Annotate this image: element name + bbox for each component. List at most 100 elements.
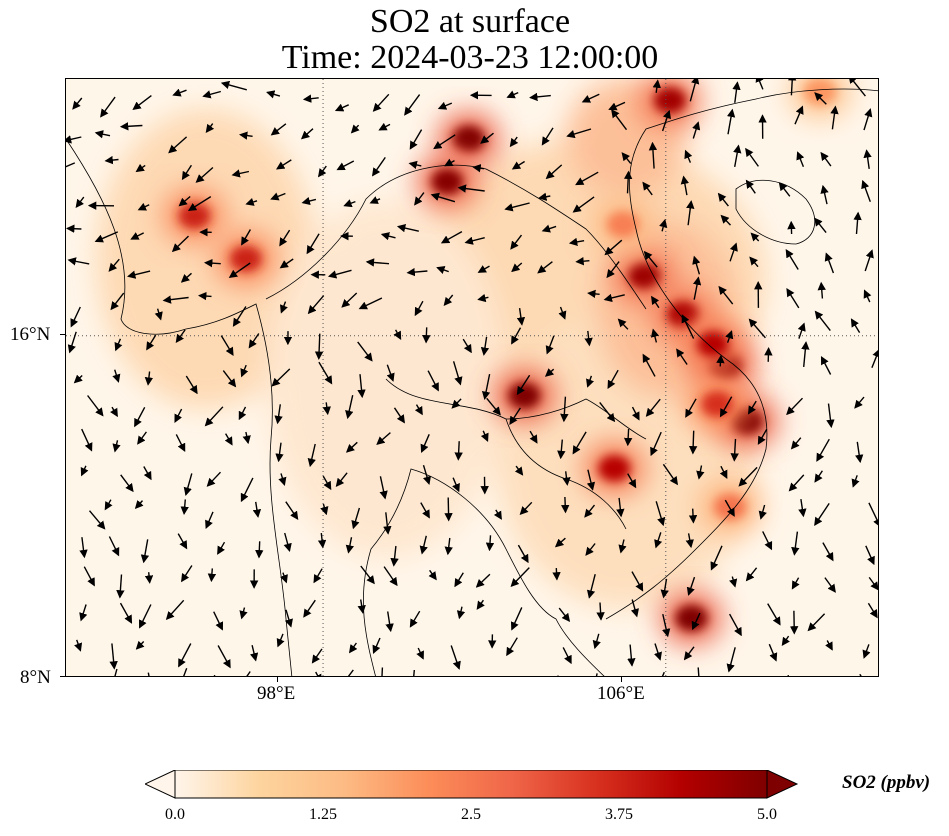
so2-hotspot (701, 391, 734, 418)
wind-arrow (228, 262, 251, 279)
wind-arrow (552, 568, 561, 581)
chart-subtitle: Time: 2024-03-23 12:00:00 (281, 39, 659, 76)
y-tick-16n (60, 334, 65, 335)
wind-arrow (83, 566, 95, 587)
wind-arrow (345, 441, 358, 453)
wind-arrow (794, 105, 804, 125)
wind-arrow (177, 533, 188, 550)
wind-arrow (477, 293, 489, 303)
wind-arrow (585, 543, 596, 556)
wind-arrow (726, 647, 736, 673)
wind-arrow (586, 469, 596, 491)
wind-arrow (72, 97, 83, 110)
wind-arrow (867, 602, 878, 619)
wind-arrow (396, 224, 419, 233)
wind-arrow (662, 613, 671, 638)
wind-arrow (545, 335, 555, 355)
wind-arrow (697, 667, 700, 676)
wind-arrow (645, 398, 661, 417)
wind-arrow (688, 508, 698, 524)
wind-arrow (357, 374, 366, 399)
wind-arrow (311, 648, 323, 664)
wind-arrow (617, 318, 629, 330)
wind-arrow (110, 292, 125, 311)
wind-arrow (207, 568, 217, 583)
wind-arrow (475, 573, 491, 588)
wind-arrow (313, 671, 322, 676)
wind-arrow (631, 406, 640, 421)
wind-arrow (306, 233, 320, 255)
wind-arrow (185, 375, 198, 395)
wind-arrow (863, 149, 872, 169)
wind-arrow (830, 105, 839, 130)
wind-arrow (276, 159, 292, 170)
wind-arrow (255, 541, 264, 559)
wind-arrow (868, 576, 878, 591)
wind-arrow (767, 603, 781, 626)
wind-arrow (317, 533, 327, 549)
wind-arrow (246, 671, 251, 676)
wind-arrow (599, 401, 616, 423)
wind-arrow (428, 569, 437, 581)
wind-arrow (239, 607, 248, 620)
wind-arrow (300, 128, 314, 140)
wind-arrow (642, 353, 656, 377)
wind-arrow (360, 565, 375, 585)
wind-arrow (279, 301, 288, 314)
wind-arrow (855, 441, 864, 464)
wind-arrow (558, 607, 571, 623)
wind-arrow (180, 272, 192, 283)
wind-arrow (689, 79, 700, 102)
wind-arrow (162, 295, 189, 304)
x-tick-98e (277, 677, 278, 682)
wind-arrow (719, 465, 728, 479)
wind-arrow (135, 163, 146, 173)
wind-arrow (130, 232, 145, 240)
chart-title: SO2 at surface (369, 3, 571, 40)
wind-arrow (213, 611, 224, 631)
wind-arrow (376, 432, 391, 446)
wind-arrow (510, 234, 523, 250)
y-tick-8n (60, 676, 65, 677)
wind-arrow (480, 132, 494, 144)
wind-arrow (414, 404, 423, 416)
wind-arrow (587, 289, 600, 299)
wind-arrow (510, 567, 530, 588)
wind-arrow (454, 441, 463, 461)
wind-arrow (146, 334, 157, 351)
wind-arrow (476, 599, 485, 610)
wind-arrow (404, 94, 421, 116)
wind-arrow (720, 214, 732, 226)
wind-arrow (538, 192, 551, 201)
wind-arrow (274, 404, 283, 425)
wind-arrow (249, 645, 259, 662)
so2-hotspot (666, 301, 699, 328)
wind-arrow (851, 475, 860, 488)
so2-hotspot (628, 262, 661, 289)
wind-arrow (369, 196, 381, 204)
wind-arrow (621, 152, 632, 165)
wind-arrow (506, 637, 518, 657)
wind-arrow (688, 430, 698, 455)
wind-arrow (144, 572, 154, 584)
wind-arrow (444, 537, 453, 556)
wind-arrow (372, 637, 381, 654)
wind-arrow (307, 295, 325, 315)
wind-arrow (820, 184, 829, 205)
wind-arrow (781, 635, 790, 647)
wind-arrow (143, 466, 152, 481)
wind-arrow (108, 258, 120, 272)
wind-arrow (517, 544, 529, 564)
so2-hotspot (598, 455, 631, 482)
wind-arrow (616, 497, 625, 518)
wind-arrow (119, 602, 133, 624)
wind-arrow (88, 510, 106, 530)
wind-arrow (116, 574, 125, 599)
wind-arrow (618, 539, 627, 554)
wind-arrow (572, 196, 595, 213)
wind-arrow (70, 306, 81, 328)
wind-arrow (104, 499, 113, 511)
wind-arrow (409, 610, 421, 628)
wind-arrow (390, 545, 399, 567)
wind-arrow (414, 300, 424, 317)
